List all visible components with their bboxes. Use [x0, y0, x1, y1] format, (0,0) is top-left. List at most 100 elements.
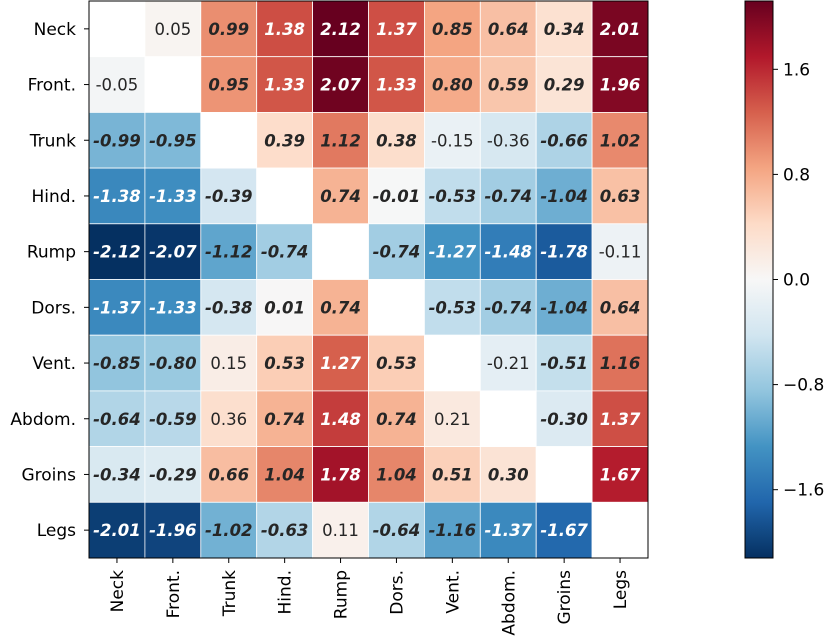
cell-value-label: 1.96 [600, 76, 641, 95]
heatmap-cell [479, 167, 537, 225]
cell-value-label: 0.38 [376, 131, 417, 150]
y-tick-label: Dors. [31, 298, 76, 318]
cell-value-label: 2.12 [320, 20, 361, 39]
heatmap-cell [535, 167, 593, 225]
cell-value-label: -1.12 [205, 243, 253, 262]
x-tick-label: Trunk [220, 570, 240, 617]
cell-value-label: -1.02 [205, 521, 253, 540]
cell-value-label: 0.64 [488, 20, 529, 39]
heatmap-cell [256, 279, 314, 336]
heatmap-cell [88, 334, 146, 392]
y-tick-label: Trunk [29, 131, 76, 151]
heatmap-cell [256, 0, 314, 58]
heatmap-cell [256, 501, 314, 559]
cell-value-label: 0.66 [208, 465, 249, 484]
heatmap-cell [368, 56, 425, 113]
x-tick-label: Rump [332, 570, 352, 619]
heatmap-cell [591, 334, 649, 392]
heatmap-cell [423, 501, 481, 559]
heatmap-cell [368, 0, 425, 58]
heatmap-cell-labels: 0.05 0.99 1.38 2.12 1.37 0.85 0.64 0.34 2.01 -0.0… [93, 20, 641, 540]
heatmap-cell [200, 223, 258, 280]
heatmap-cell [423, 167, 481, 225]
cell-value-label: -1.96 [149, 521, 197, 540]
cell-value-label: -1.04 [540, 298, 588, 317]
heatmap-cell [312, 446, 369, 503]
cell-value-label: -0.53 [429, 187, 477, 206]
heatmap-cell [256, 56, 314, 113]
x-tick-label: Front. [164, 570, 184, 618]
cell-value-label: 2.07 [320, 76, 361, 95]
heatmap-cell [591, 167, 649, 225]
heatmap-cell [535, 390, 593, 447]
y-tick-label: Vent. [32, 354, 76, 374]
heatmap-cell [312, 167, 369, 225]
heatmap-cell [256, 167, 314, 225]
heatmap-cell [591, 501, 649, 559]
x-tick-label: Vent. [443, 570, 463, 614]
cell-value-label: 1.04 [376, 465, 417, 484]
heatmap-cell [144, 0, 202, 58]
cell-value-label: 1.67 [600, 465, 641, 484]
heatmap-cell [591, 223, 649, 280]
cell-value-label: -1.37 [93, 298, 141, 317]
plot-frame [88, 0, 649, 559]
cell-value-label: -2.07 [149, 243, 197, 262]
cell-value-label: -0.11 [599, 243, 642, 262]
cell-value-label: 1.02 [600, 131, 641, 150]
cell-value-label: -0.95 [149, 131, 197, 150]
heatmap-cell [144, 56, 202, 113]
heatmap-cell [479, 0, 537, 58]
cell-value-label: 0.64 [600, 298, 641, 317]
x-tick-label: Hind. [276, 570, 296, 614]
cell-value-label: 0.53 [264, 354, 305, 373]
cell-value-label: 1.16 [600, 354, 641, 373]
heatmap-cell [88, 0, 146, 58]
heatmap-cell [200, 279, 258, 336]
cell-value-label: 1.33 [264, 76, 305, 95]
cell-value-label: -0.64 [373, 521, 421, 540]
heatmap-cell [256, 390, 314, 447]
heatmap-cell [423, 223, 481, 280]
heatmap-cell [535, 334, 593, 392]
heatmap-cell [312, 279, 369, 336]
cell-value-label: 0.74 [320, 298, 361, 317]
heatmap-cell [144, 390, 202, 447]
heatmap-cell [144, 223, 202, 280]
heatmap-cell [368, 501, 425, 559]
cell-value-label: 0.36 [210, 410, 247, 429]
heatmap-cell [479, 223, 537, 280]
cell-value-label: -1.67 [540, 521, 588, 540]
heatmap-cell [88, 112, 146, 169]
cell-value-label: -0.51 [540, 354, 588, 373]
cell-value-label: -0.80 [149, 354, 197, 373]
x-tick-label: Neck [108, 570, 128, 613]
cell-value-label: 0.74 [376, 410, 417, 429]
heatmap-cell [312, 390, 369, 447]
cell-value-label: -0.53 [429, 298, 477, 317]
x-tick-label: Dors. [387, 570, 407, 615]
colorbar-tick-label: 0.8 [783, 165, 810, 185]
cell-value-label: -0.74 [261, 243, 309, 262]
cell-value-label: 1.38 [264, 20, 305, 39]
cell-value-label: 0.21 [434, 410, 471, 429]
cell-value-label: -1.27 [429, 243, 477, 262]
cell-value-label: -1.33 [149, 298, 197, 317]
y-tick-label: Rump [27, 243, 76, 263]
cell-value-label: 0.74 [320, 187, 361, 206]
colorbar-tick-label: 0.0 [783, 271, 810, 291]
heatmap-cell [144, 501, 202, 559]
heatmap-cell [312, 223, 369, 280]
cell-value-label: -0.74 [484, 298, 532, 317]
heatmap-cell [88, 279, 146, 336]
cell-value-label: -0.38 [205, 298, 253, 317]
cell-value-label: 1.12 [320, 131, 361, 150]
cell-value-label: -0.66 [540, 131, 588, 150]
cell-value-label: -0.01 [373, 187, 421, 206]
heatmap-cell [479, 390, 537, 447]
cell-value-label: -0.74 [373, 243, 421, 262]
heatmap-cell [200, 112, 258, 169]
cell-value-label: -0.21 [487, 354, 530, 373]
heatmap-cell [423, 112, 481, 169]
